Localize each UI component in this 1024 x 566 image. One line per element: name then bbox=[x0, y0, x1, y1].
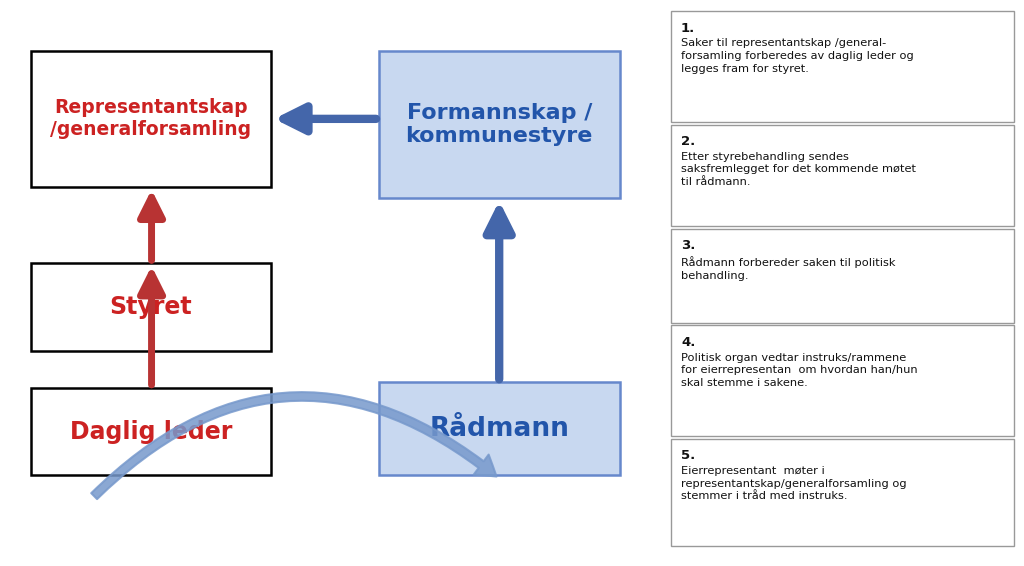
FancyBboxPatch shape bbox=[671, 439, 1014, 546]
FancyBboxPatch shape bbox=[31, 263, 271, 351]
Text: Formannskap /
kommunestyre: Formannskap / kommunestyre bbox=[406, 103, 593, 146]
Text: 2.: 2. bbox=[681, 135, 695, 148]
Text: Etter styrebehandling sendes
saksfremlegget for det kommende møtet
til rådmann.: Etter styrebehandling sendes saksfremleg… bbox=[681, 152, 915, 187]
FancyBboxPatch shape bbox=[671, 325, 1014, 436]
Text: 4.: 4. bbox=[681, 336, 695, 349]
Text: Styret: Styret bbox=[110, 295, 193, 319]
FancyBboxPatch shape bbox=[671, 125, 1014, 226]
Text: 1.: 1. bbox=[681, 22, 695, 35]
Text: Rådmann forbereder saken til politisk
behandling.: Rådmann forbereder saken til politisk be… bbox=[681, 256, 895, 281]
Text: Representantskap
/generalforsamling: Representantskap /generalforsamling bbox=[50, 98, 252, 139]
Text: Rådmann: Rådmann bbox=[429, 416, 569, 441]
FancyBboxPatch shape bbox=[671, 11, 1014, 122]
FancyBboxPatch shape bbox=[31, 388, 271, 475]
FancyBboxPatch shape bbox=[671, 229, 1014, 323]
Text: Politisk organ vedtar instruks/rammene
for eierrepresentan  om hvordan han/hun
s: Politisk organ vedtar instruks/rammene f… bbox=[681, 353, 918, 388]
FancyArrowPatch shape bbox=[91, 392, 497, 499]
Text: 5.: 5. bbox=[681, 449, 695, 462]
FancyBboxPatch shape bbox=[31, 51, 271, 187]
FancyBboxPatch shape bbox=[379, 51, 620, 198]
Text: 3.: 3. bbox=[681, 239, 695, 252]
FancyBboxPatch shape bbox=[379, 382, 620, 475]
Text: Daglig leder: Daglig leder bbox=[70, 419, 232, 444]
Text: Eierrepresentant  møter i
representantskap/generalforsamling og
stemmer i tråd m: Eierrepresentant møter i representantska… bbox=[681, 466, 906, 501]
Text: Saker til representantskap /general-
forsamling forberedes av daglig leder og
le: Saker til representantskap /general- for… bbox=[681, 38, 913, 74]
